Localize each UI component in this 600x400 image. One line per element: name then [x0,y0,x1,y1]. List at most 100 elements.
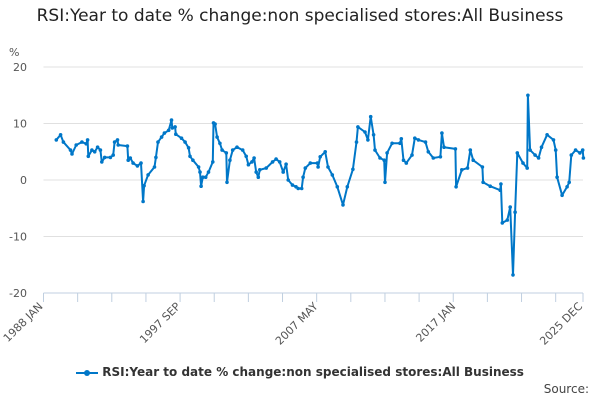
data-point [235,145,239,149]
data-point [308,161,313,165]
data-point [551,138,556,142]
data-point [323,150,328,154]
data-point [125,144,130,148]
data-point [230,148,235,152]
data-point [281,170,286,174]
data-point [296,186,301,191]
series-line [55,94,585,276]
data-point [154,155,158,160]
data-point [90,148,94,152]
data-point [179,136,184,140]
data-point [398,141,402,146]
data-point [573,148,578,152]
legend-line-icon [76,369,99,376]
data-point [86,154,91,159]
data-point [442,145,446,149]
data-point [426,150,431,154]
data-point [58,133,63,137]
data-point [183,140,187,144]
data-point [431,156,436,160]
data-point [203,175,208,179]
data-point [569,153,574,157]
data-point [196,165,201,169]
data-point [303,166,308,170]
x-tick-label: 1997 SEP [137,300,183,346]
y-tick-label: -10 [9,231,27,244]
data-point [513,210,517,214]
data-point [500,221,505,225]
data-point [68,148,73,152]
data-point [488,184,493,188]
data-point [169,118,174,122]
data-point [61,140,66,144]
data-point [299,186,304,191]
data-point [371,133,376,137]
data-point [246,162,251,167]
data-point [440,131,444,135]
source-label: Source: [543,382,589,396]
data-point [318,155,323,159]
data-point [166,128,171,133]
data-point [416,138,421,142]
data-point [290,183,295,187]
data-point [536,156,541,160]
data-point [116,143,120,147]
data-point [258,168,262,172]
data-point [199,184,203,188]
data-point [356,125,360,129]
data-point [580,148,585,152]
data-point [108,155,113,160]
data-point [284,162,288,166]
data-point [80,140,84,144]
data-point [146,173,150,177]
y-tick-label: 20 [13,61,27,74]
data-point [341,203,345,207]
x-tick-label: 2007 MAY [273,300,321,348]
data-point [508,205,512,209]
data-point [385,151,389,155]
data-point [345,185,350,189]
data-point [366,138,370,142]
data-point [112,140,117,144]
data-point [213,122,217,126]
data-point [128,156,133,160]
data-point [206,170,211,174]
data-point [382,158,387,162]
data-point [142,183,146,188]
data-point [224,151,229,155]
data-point [92,150,97,154]
data-point [85,138,90,142]
y-tick-label: 0 [20,174,27,187]
y-tick-label: 10 [13,118,27,131]
data-point [368,114,373,119]
data-point [545,133,549,137]
data-point [174,132,178,136]
data-point [220,148,224,152]
data-point [256,175,261,179]
data-point [560,193,564,198]
data-point [363,130,367,134]
data-point [581,156,586,160]
data-point [54,138,59,142]
data-point [471,158,476,162]
data-point [162,131,167,135]
data-point [286,178,291,182]
data-point [198,170,202,174]
data-point [170,126,175,130]
legend-item[interactable]: RSI:Year to date % change:non specialise… [0,365,600,379]
data-point [135,164,140,168]
data-point [438,155,443,159]
data-point [525,166,529,170]
data-point [390,141,394,146]
y-axis-unit-label: % [9,46,19,59]
data-point [131,161,135,165]
data-point [240,148,245,152]
data-point [460,168,464,172]
data-point [465,166,470,170]
data-point [410,153,414,157]
data-point [211,160,215,164]
data-point [191,158,195,162]
data-point [173,125,177,129]
